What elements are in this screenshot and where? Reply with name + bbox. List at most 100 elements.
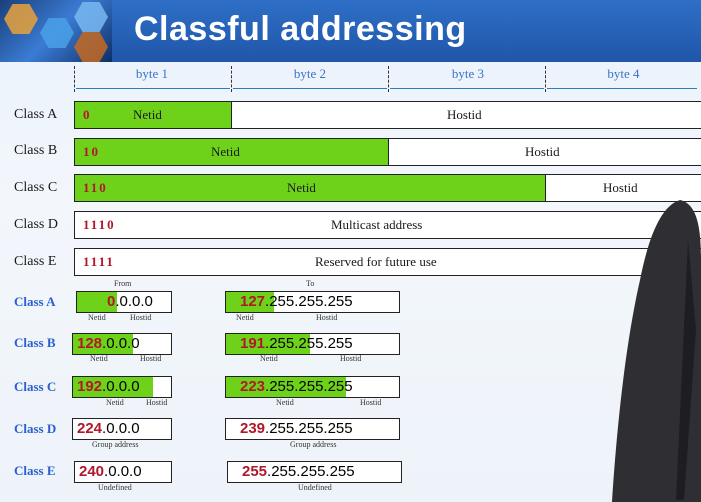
- range-class-e-label: Class E: [14, 463, 56, 478]
- hexagon-decor: [40, 18, 74, 48]
- class-b-from-address: 128.0.0.0: [72, 333, 172, 355]
- netid-highlight: [226, 334, 310, 354]
- class-bits: 1111: [83, 254, 115, 269]
- first-octet: 255: [242, 463, 268, 480]
- remaining-octets: .255.255.255: [267, 463, 355, 480]
- first-octet: 192: [77, 378, 103, 395]
- class-bits: 110: [83, 180, 108, 195]
- netid-highlight: [73, 334, 133, 354]
- byte-arrow: [233, 88, 387, 89]
- group-address-caption: Group address: [290, 440, 337, 449]
- range-class-c-label: Class C: [14, 379, 57, 394]
- netid-label: Netid: [133, 107, 162, 122]
- hostid-label: Hostid: [603, 180, 638, 195]
- netid-label: Netid: [287, 180, 316, 195]
- byte-divider: [388, 66, 389, 92]
- netid-highlight: [226, 377, 346, 397]
- remaining-octets: .0.0.0: [102, 420, 140, 437]
- netid-segment: 0 Netid: [75, 102, 232, 128]
- remaining-octets: .0.0.0: [102, 378, 140, 395]
- netid-label: Netid: [211, 144, 240, 159]
- class-b-label: Class B: [14, 143, 58, 158]
- first-octet: 128: [77, 335, 103, 352]
- class-e-to-address: 255.255.255.255: [227, 461, 402, 483]
- remaining-octets: .255.255.255: [265, 420, 353, 437]
- netid-highlight: [226, 292, 274, 312]
- page-title: Classful addressing: [134, 10, 467, 48]
- byte-arrow: [390, 88, 544, 89]
- netid-caption: Netid: [276, 398, 294, 407]
- title-banner: Classful addressing: [0, 0, 701, 62]
- byte-1-label: byte 1: [135, 66, 169, 81]
- hostid-caption: Hostid: [316, 313, 338, 322]
- hexagon-decor: [4, 4, 38, 34]
- class-e-from-address: 240.0.0.0: [74, 461, 172, 483]
- netid-caption: Netid: [106, 398, 124, 407]
- hostid-label: Hostid: [525, 144, 560, 159]
- netid-caption: Netid: [90, 354, 108, 363]
- class-c-to-address: 223.255.255.255: [225, 376, 400, 398]
- netid-segment: 10 Netid: [75, 139, 389, 165]
- class-d-bar: 1110 Multicast address: [74, 211, 701, 239]
- netid-caption: Netid: [236, 313, 254, 322]
- class-bits: 0: [83, 107, 92, 122]
- byte-2-label: byte 2: [293, 66, 327, 81]
- class-d-label: Class D: [14, 217, 58, 232]
- hexagon-decor: [74, 2, 108, 32]
- byte-divider: [74, 66, 75, 92]
- hostid-caption: Hostid: [140, 354, 162, 363]
- first-octet: 127: [240, 293, 266, 310]
- class-bits: 1110: [83, 217, 116, 232]
- netid-caption: Netid: [88, 313, 106, 322]
- class-a-label: Class A: [14, 107, 58, 122]
- hostid-label: Hostid: [447, 107, 482, 122]
- class-a-to-address: 127.255.255.255: [225, 291, 400, 313]
- hostid-caption: Hostid: [146, 398, 168, 407]
- class-bits: 10: [83, 144, 100, 159]
- class-e-label: Class E: [14, 254, 57, 269]
- byte-arrow: [76, 88, 230, 89]
- first-octet: 223: [240, 378, 266, 395]
- remaining-octets: .0.0.0: [115, 293, 153, 310]
- hexagon-decor: [74, 32, 108, 62]
- remaining-octets: .0.0.0: [102, 335, 140, 352]
- hostid-caption: Hostid: [340, 354, 362, 363]
- logo: [0, 0, 112, 62]
- class-e-bar: 1111 Reserved for future use: [74, 248, 701, 276]
- byte-arrow: [547, 88, 697, 89]
- range-class-a-label: Class A: [14, 294, 56, 309]
- class-b-bar: 10 Netid Hostid: [74, 138, 701, 166]
- first-octet: 0: [107, 293, 116, 310]
- byte-3-label: byte 3: [451, 66, 485, 81]
- group-address-caption: Group address: [92, 440, 139, 449]
- netid-segment: 110 Netid: [75, 175, 546, 201]
- remaining-octets: .255.255.255: [265, 378, 353, 395]
- first-octet: 239: [240, 420, 266, 437]
- class-a-bar: 0 Netid Hostid: [74, 101, 701, 129]
- remaining-octets: .255.255.255: [265, 335, 353, 352]
- class-a-from-address: 0.0.0.0: [76, 291, 172, 313]
- class-d-from-address: 224.0.0.0: [72, 418, 172, 440]
- reserved-label: Reserved for future use: [315, 254, 437, 269]
- first-octet: 240: [79, 463, 105, 480]
- undefined-caption: Undefined: [98, 483, 132, 492]
- byte-divider: [545, 66, 546, 92]
- hostid-caption: Hostid: [130, 313, 152, 322]
- hostid-caption: Hostid: [360, 398, 382, 407]
- first-octet: 224: [77, 420, 103, 437]
- from-header: From: [114, 279, 132, 288]
- multicast-label: Multicast address: [331, 217, 423, 232]
- first-octet: 191: [240, 335, 266, 352]
- byte-divider: [231, 66, 232, 92]
- to-header: To: [306, 279, 315, 288]
- byte-4-label: byte 4: [607, 66, 640, 81]
- netid-caption: Netid: [260, 354, 278, 363]
- remaining-octets: .0.0.0: [104, 463, 142, 480]
- remaining-octets: .255.255.255: [265, 293, 353, 310]
- range-class-b-label: Class B: [14, 335, 56, 350]
- class-c-label: Class C: [14, 180, 58, 195]
- class-b-to-address: 191.255.255.255: [225, 333, 400, 355]
- undefined-caption: Undefined: [298, 483, 332, 492]
- netid-highlight: [73, 377, 153, 397]
- class-c-bar: 110 Netid Hostid: [74, 174, 701, 202]
